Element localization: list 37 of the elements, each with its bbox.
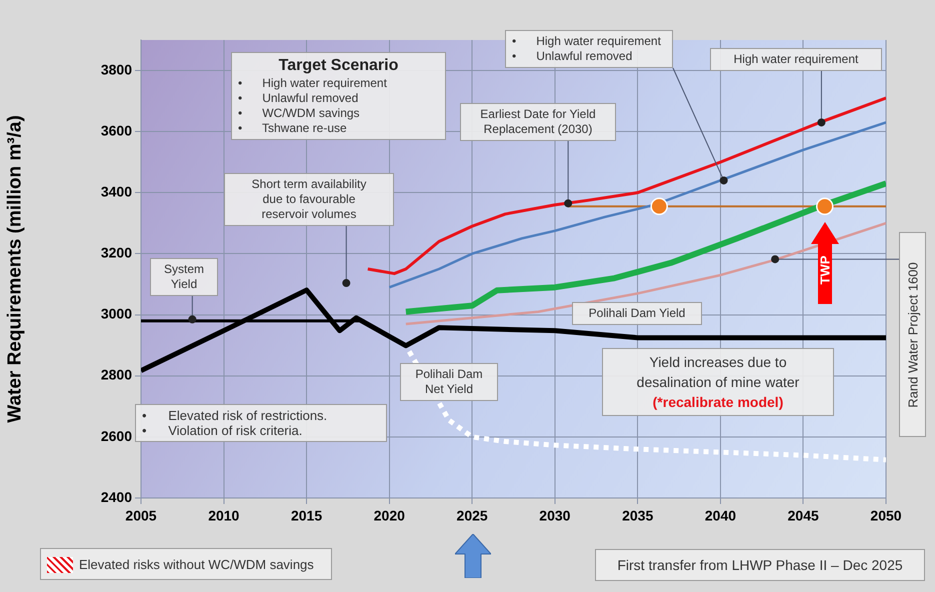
- y-tick-label: 3000: [100, 306, 132, 322]
- callout-box: Rand Water Project 1600: [899, 232, 926, 437]
- x-tick-label: 2005: [125, 507, 157, 524]
- x-tick-label: 2045: [788, 507, 820, 524]
- y-tick-label: 2800: [100, 366, 132, 383]
- x-tick-label: 2050: [870, 507, 902, 524]
- y-tick-label: 2600: [100, 428, 132, 444]
- x-tick-label: 2030: [539, 507, 571, 524]
- callout-box: Short term availability due to favourable reservoir volumes: [224, 173, 394, 226]
- y-axis-title: Water Requirements (million m³/a): [4, 115, 26, 423]
- y-tick-label: 3800: [100, 61, 132, 78]
- x-tick-label: 2020: [374, 507, 406, 524]
- x-tick-label: 2015: [290, 507, 322, 524]
- x-tick-label: 2035: [622, 507, 654, 524]
- callout-box: Earliest Date for Yield Replacement (2030): [460, 103, 616, 141]
- callout-box: • Elevated risk of restrictions. • Violation of risk criteria.: [135, 404, 387, 442]
- callout-box: Elevated risks without WC/WDM savings: [40, 548, 332, 580]
- callout-box: High water requirement: [710, 48, 882, 71]
- up-arrow: TWP: [811, 222, 839, 304]
- y-tick-label: 3400: [100, 184, 132, 200]
- callout-box: Polihali Dam Net Yield: [400, 363, 498, 401]
- annotation: Target Scenario • High water requirement • Unlawful removed • WC/WDM savings • Tshwane re-use: [238, 56, 400, 136]
- callout-box: First transfer from LHWP Phase II – Dec 2025: [595, 549, 925, 581]
- callout-box: Polihali Dam Yield: [572, 302, 702, 325]
- y-tick-label: 2400: [100, 488, 132, 505]
- callout-box: • High water requirement • Unlawful removed: [505, 30, 673, 68]
- y-tick-label: 3200: [100, 244, 132, 261]
- annotation: Rand Water Project 1600: [905, 262, 920, 408]
- y-tick-label: 3600: [100, 122, 132, 138]
- x-tick-label: 2040: [704, 507, 736, 524]
- x-tick-label: 2010: [208, 507, 240, 524]
- annotation: TWP: [818, 255, 832, 284]
- callout-box: Target Scenario • High water requirement • Unlawful removed • WC/WDM savings • Tshwane re-use: [231, 52, 446, 140]
- callout-box: System Yield: [150, 258, 218, 296]
- annotation: (*recalibrate model): [652, 393, 784, 412]
- callout-box: Yield increases due to desalination of mine water (*recalibrate model): [602, 348, 834, 416]
- x-tick-label: 2025: [456, 507, 488, 524]
